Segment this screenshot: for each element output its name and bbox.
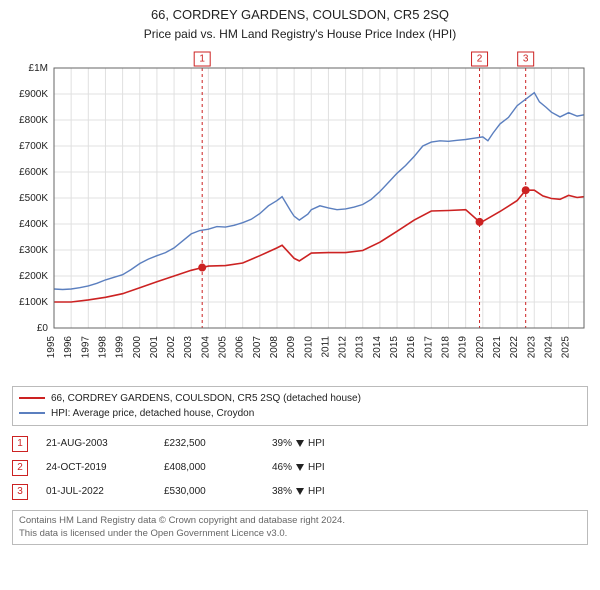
svg-text:3: 3 xyxy=(523,53,529,64)
transaction-date: 21-AUG-2003 xyxy=(46,438,146,449)
svg-text:2021: 2021 xyxy=(492,335,503,358)
chart-svg: £0 £100K £200K £300K £400K £500K £600K £700K £80… xyxy=(6,48,594,378)
transaction-delta: 39% HPI xyxy=(272,438,325,449)
delta-percent: 39% xyxy=(272,438,292,449)
transaction-date: 01-JUL-2022 xyxy=(46,486,146,497)
svg-text:£0: £0 xyxy=(37,323,49,334)
legend-label: HPI: Average price, detached house, Croy… xyxy=(51,406,254,421)
svg-text:2008: 2008 xyxy=(269,335,280,358)
svg-text:2001: 2001 xyxy=(149,335,160,358)
svg-text:£200K: £200K xyxy=(19,271,48,282)
svg-text:2016: 2016 xyxy=(406,335,417,358)
transaction-delta: 38% HPI xyxy=(272,486,325,497)
svg-text:2018: 2018 xyxy=(440,335,451,358)
svg-text:2002: 2002 xyxy=(166,335,177,358)
svg-text:2019: 2019 xyxy=(458,335,469,358)
delta-suffix: HPI xyxy=(308,438,325,449)
svg-text:2025: 2025 xyxy=(561,335,572,358)
transaction-price: £232,500 xyxy=(164,438,254,449)
arrow-down-icon xyxy=(296,440,304,447)
svg-text:2013: 2013 xyxy=(355,335,366,358)
svg-text:1998: 1998 xyxy=(97,335,108,358)
svg-text:1995: 1995 xyxy=(46,335,57,358)
svg-text:2005: 2005 xyxy=(218,335,229,358)
chart-subtitle: Price paid vs. HM Land Registry's House … xyxy=(6,26,594,42)
svg-text:£500K: £500K xyxy=(19,193,48,204)
transaction-delta: 46% HPI xyxy=(272,462,325,473)
chart-container: 66, CORDREY GARDENS, COULSDON, CR5 2SQ P… xyxy=(0,0,600,551)
svg-text:2007: 2007 xyxy=(252,335,263,358)
svg-text:1999: 1999 xyxy=(115,335,126,358)
delta-percent: 38% xyxy=(272,486,292,497)
svg-text:£800K: £800K xyxy=(19,115,48,126)
svg-text:2020: 2020 xyxy=(475,335,486,358)
svg-text:1996: 1996 xyxy=(63,335,74,358)
svg-text:2010: 2010 xyxy=(303,335,314,358)
transaction-marker: 1 xyxy=(12,436,28,452)
attribution: Contains HM Land Registry data © Crown c… xyxy=(12,510,588,546)
svg-text:£100K: £100K xyxy=(19,297,48,308)
titles: 66, CORDREY GARDENS, COULSDON, CR5 2SQ P… xyxy=(6,6,594,42)
legend-swatch xyxy=(19,412,45,414)
svg-text:2012: 2012 xyxy=(338,335,349,358)
svg-text:2004: 2004 xyxy=(200,335,211,358)
svg-text:2006: 2006 xyxy=(235,335,246,358)
transaction-row: 1 21-AUG-2003 £232,500 39% HPI xyxy=(12,432,588,456)
delta-percent: 46% xyxy=(272,462,292,473)
svg-text:1: 1 xyxy=(199,53,205,64)
transaction-date: 24-OCT-2019 xyxy=(46,462,146,473)
svg-text:1997: 1997 xyxy=(80,335,91,358)
transaction-marker: 2 xyxy=(12,460,28,476)
svg-text:£300K: £300K xyxy=(19,245,48,256)
svg-text:2000: 2000 xyxy=(132,335,143,358)
transaction-row: 3 01-JUL-2022 £530,000 38% HPI xyxy=(12,480,588,504)
svg-text:2009: 2009 xyxy=(286,335,297,358)
svg-text:£400K: £400K xyxy=(19,219,48,230)
attribution-line-1: Contains HM Land Registry data © Crown c… xyxy=(19,515,581,528)
svg-text:2017: 2017 xyxy=(423,335,434,358)
svg-text:2023: 2023 xyxy=(526,335,537,358)
chart-area: £0 £100K £200K £300K £400K £500K £600K £700K £80… xyxy=(6,48,594,378)
transaction-marker: 3 xyxy=(12,484,28,500)
arrow-down-icon xyxy=(296,488,304,495)
legend: 66, CORDREY GARDENS, COULSDON, CR5 2SQ (… xyxy=(12,386,588,426)
svg-text:£700K: £700K xyxy=(19,141,48,152)
svg-text:2015: 2015 xyxy=(389,335,400,358)
transaction-price: £530,000 xyxy=(164,486,254,497)
svg-text:2003: 2003 xyxy=(183,335,194,358)
legend-swatch xyxy=(19,397,45,399)
delta-suffix: HPI xyxy=(308,486,325,497)
transaction-price: £408,000 xyxy=(164,462,254,473)
svg-text:£900K: £900K xyxy=(19,89,48,100)
svg-text:2024: 2024 xyxy=(543,335,554,358)
transaction-row: 2 24-OCT-2019 £408,000 46% HPI xyxy=(12,456,588,480)
svg-text:2014: 2014 xyxy=(372,335,383,358)
svg-text:2: 2 xyxy=(477,53,483,64)
svg-text:£1M: £1M xyxy=(29,63,48,74)
legend-label: 66, CORDREY GARDENS, COULSDON, CR5 2SQ (… xyxy=(51,391,361,406)
chart-title: 66, CORDREY GARDENS, COULSDON, CR5 2SQ xyxy=(6,6,594,24)
svg-text:2011: 2011 xyxy=(320,335,331,357)
legend-item: HPI: Average price, detached house, Croy… xyxy=(19,406,581,421)
transactions-table: 1 21-AUG-2003 £232,500 39% HPI 2 24-OCT-2019 £4… xyxy=(12,432,588,504)
arrow-down-icon xyxy=(296,464,304,471)
legend-item: 66, CORDREY GARDENS, COULSDON, CR5 2SQ (… xyxy=(19,391,581,406)
delta-suffix: HPI xyxy=(308,462,325,473)
svg-text:£600K: £600K xyxy=(19,167,48,178)
svg-text:2022: 2022 xyxy=(509,335,520,358)
attribution-line-2: This data is licensed under the Open Gov… xyxy=(19,528,581,541)
